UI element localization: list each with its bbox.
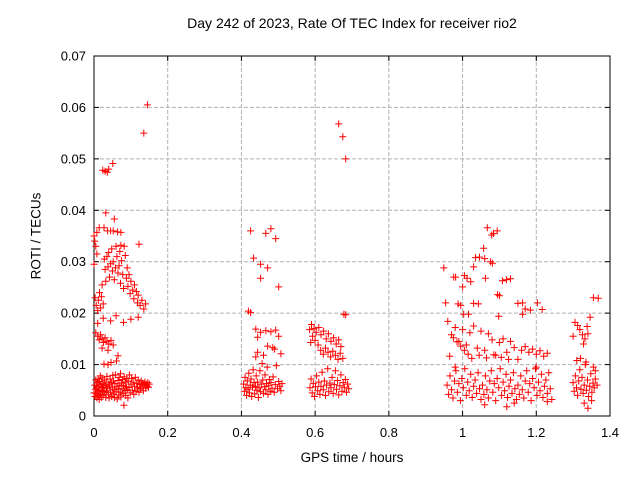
x-tick-label: 0.8 [380,425,398,440]
y-tick-label: 0.01 [61,357,86,372]
y-tick-label: 0.04 [61,203,86,218]
y-tick-label: 0.06 [61,100,86,115]
x-tick-label: 0 [90,425,97,440]
x-tick-label: 0.2 [159,425,177,440]
y-tick-label: 0.02 [61,306,86,321]
y-tick-label: 0 [79,409,86,424]
y-tick-label: 0.07 [61,49,86,64]
y-tick-label: 0.05 [61,151,86,166]
x-tick-label: 1.2 [527,425,545,440]
x-tick-label: 0.6 [306,425,324,440]
x-tick-label: 1.4 [601,425,619,440]
chart-title: Day 242 of 2023, Rate Of TEC Index for r… [187,15,517,31]
data-points [90,101,602,412]
x-tick-label: 0.4 [232,425,250,440]
x-tick-label: 1 [459,425,466,440]
y-tick-label: 0.03 [61,254,86,269]
x-axis-label: GPS time / hours [300,450,404,465]
plot-border [93,55,611,417]
